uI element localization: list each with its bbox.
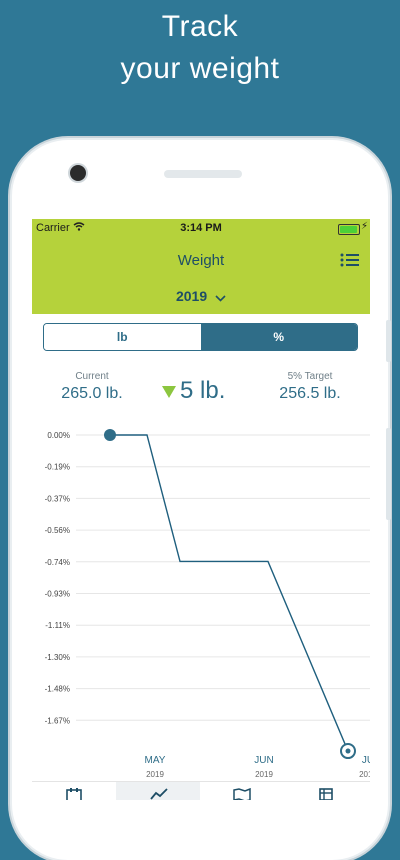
trend-chart-icon xyxy=(150,788,168,800)
x-tick-month: JU xyxy=(362,755,370,766)
app-screen: Carrier 3:14 PM ⚡ Weight 2019 lb % xyxy=(32,219,370,800)
current-weight: Current 265.0 lb. xyxy=(52,371,132,403)
down-triangle-icon xyxy=(162,385,176,398)
weight-chart: 0.00% -0.19% -0.37% -0.56% -0.74% -0.93% -1.11… xyxy=(45,429,370,779)
y-tick-label: -0.93% xyxy=(45,590,70,599)
y-tick-label: -0.19% xyxy=(45,463,70,472)
unit-option-percent[interactable]: % xyxy=(200,324,357,350)
app-header: Carrier 3:14 PM ⚡ Weight 2019 xyxy=(32,219,370,314)
phone-side-button xyxy=(386,428,391,520)
status-time: 3:14 PM xyxy=(180,222,222,234)
y-tick-label: -0.37% xyxy=(45,494,70,503)
current-label: Current xyxy=(75,371,109,382)
status-bar: Carrier 3:14 PM ⚡ xyxy=(32,219,370,237)
list-icon xyxy=(319,788,333,800)
year-label: 2019 xyxy=(175,288,208,304)
x-tick-year: 2019 xyxy=(255,770,273,779)
phone-side-button xyxy=(386,320,391,362)
unit-option-lb[interactable]: lb xyxy=(44,324,201,350)
weight-line xyxy=(110,434,349,752)
promo-line-2: your weight xyxy=(120,52,280,85)
y-tick-label: -1.67% xyxy=(45,716,70,725)
x-tick-year: 2019 xyxy=(359,770,370,779)
menu-list-icon[interactable] xyxy=(340,252,360,268)
unit-toggle: lb % xyxy=(43,323,358,351)
promo-line-1: Track xyxy=(161,10,239,43)
tab-trend[interactable] xyxy=(116,782,200,800)
y-tick-label: -1.11% xyxy=(45,621,70,630)
map-icon xyxy=(233,788,251,800)
calendar-icon xyxy=(66,788,82,800)
target-weight: 5% Target 256.5 lb. xyxy=(270,371,350,403)
page-title: Weight xyxy=(177,252,225,269)
year-selector[interactable]: 2019 xyxy=(32,288,370,305)
tab-calendar[interactable] xyxy=(32,782,116,800)
target-value: 256.5 lb. xyxy=(279,385,341,402)
phone-speaker xyxy=(164,170,242,178)
chevron-down-icon xyxy=(215,289,226,305)
end-point-center xyxy=(345,748,351,754)
x-tick-month: MAY xyxy=(145,755,166,766)
carrier-label: Carrier xyxy=(36,222,70,234)
battery-icon xyxy=(338,224,360,235)
x-tick-month: JUN xyxy=(254,755,273,766)
current-value: 265.0 lb. xyxy=(61,385,123,402)
tab-bar xyxy=(32,781,370,800)
change-value: 5 lb. xyxy=(180,377,226,404)
x-tick-year: 2019 xyxy=(146,770,164,779)
charging-bolt-icon: ⚡ xyxy=(360,221,368,232)
tab-map[interactable] xyxy=(200,782,284,800)
y-tick-label: -0.56% xyxy=(45,526,70,535)
y-tick-label: -1.48% xyxy=(45,685,70,694)
start-point xyxy=(104,429,116,441)
promo-heading: Track your weight xyxy=(0,6,400,90)
weight-stats: Current 265.0 lb. 5 lb. 5% Target 256.5 … xyxy=(32,371,370,411)
tab-list[interactable] xyxy=(284,782,368,800)
weight-change: 5 lb. xyxy=(162,377,225,405)
y-tick-label: -0.74% xyxy=(45,558,70,567)
y-tick-label: 0.00% xyxy=(47,431,70,440)
phone-camera xyxy=(70,165,86,181)
target-label: 5% Target xyxy=(287,371,333,382)
wifi-icon xyxy=(73,222,85,234)
y-tick-label: -1.30% xyxy=(45,653,70,662)
